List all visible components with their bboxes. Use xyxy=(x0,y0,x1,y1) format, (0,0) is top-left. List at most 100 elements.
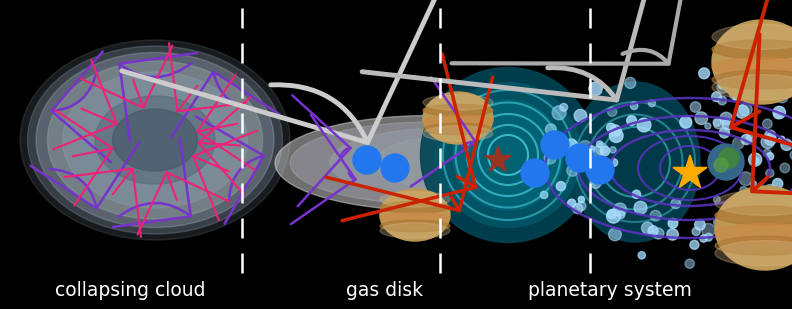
Circle shape xyxy=(353,146,381,174)
Circle shape xyxy=(772,179,782,189)
Circle shape xyxy=(556,182,565,191)
Ellipse shape xyxy=(712,20,792,104)
Circle shape xyxy=(546,124,556,135)
Circle shape xyxy=(634,201,647,214)
Circle shape xyxy=(729,88,741,100)
Ellipse shape xyxy=(380,201,450,213)
Ellipse shape xyxy=(36,53,274,227)
Ellipse shape xyxy=(112,109,197,171)
Circle shape xyxy=(741,134,752,145)
Ellipse shape xyxy=(380,189,450,241)
Circle shape xyxy=(568,199,576,207)
Circle shape xyxy=(650,210,661,221)
Circle shape xyxy=(671,199,680,209)
Circle shape xyxy=(625,78,636,88)
Circle shape xyxy=(702,223,715,237)
Circle shape xyxy=(626,116,637,125)
Ellipse shape xyxy=(95,96,215,184)
Ellipse shape xyxy=(380,223,450,239)
Circle shape xyxy=(596,143,607,155)
Circle shape xyxy=(741,206,750,215)
Circle shape xyxy=(736,237,745,247)
Circle shape xyxy=(714,158,728,172)
Circle shape xyxy=(596,141,603,147)
Circle shape xyxy=(607,209,620,223)
Ellipse shape xyxy=(375,136,535,191)
Circle shape xyxy=(632,190,641,198)
Circle shape xyxy=(695,219,705,230)
Circle shape xyxy=(722,119,733,130)
Circle shape xyxy=(773,106,786,119)
Ellipse shape xyxy=(380,220,450,232)
Circle shape xyxy=(637,118,651,132)
Circle shape xyxy=(607,107,617,116)
Circle shape xyxy=(630,102,638,109)
Ellipse shape xyxy=(423,95,493,110)
Ellipse shape xyxy=(275,116,585,210)
Circle shape xyxy=(649,100,656,107)
Circle shape xyxy=(685,259,695,269)
Circle shape xyxy=(718,96,726,105)
Circle shape xyxy=(779,207,788,215)
Ellipse shape xyxy=(715,190,792,215)
Circle shape xyxy=(690,240,699,249)
Circle shape xyxy=(736,105,748,118)
Circle shape xyxy=(748,230,760,243)
Circle shape xyxy=(567,165,578,176)
Circle shape xyxy=(747,133,756,142)
Circle shape xyxy=(766,169,774,177)
Circle shape xyxy=(717,226,724,233)
Circle shape xyxy=(566,144,594,172)
Ellipse shape xyxy=(63,72,247,208)
Ellipse shape xyxy=(712,40,792,59)
Circle shape xyxy=(607,123,615,132)
Ellipse shape xyxy=(290,122,570,204)
Circle shape xyxy=(719,148,739,168)
Ellipse shape xyxy=(715,224,792,243)
Circle shape xyxy=(573,204,583,214)
Circle shape xyxy=(589,82,602,95)
Circle shape xyxy=(714,218,722,226)
Circle shape xyxy=(713,118,721,126)
Circle shape xyxy=(780,234,790,244)
Circle shape xyxy=(565,139,577,152)
Circle shape xyxy=(717,82,729,93)
Circle shape xyxy=(780,163,790,173)
Ellipse shape xyxy=(715,241,792,266)
Circle shape xyxy=(764,195,771,202)
Circle shape xyxy=(692,227,700,235)
Ellipse shape xyxy=(715,236,792,255)
Ellipse shape xyxy=(436,83,581,227)
Circle shape xyxy=(579,141,592,154)
Circle shape xyxy=(739,172,752,185)
Circle shape xyxy=(712,92,722,102)
Text: planetary system: planetary system xyxy=(528,281,691,300)
Circle shape xyxy=(600,146,610,156)
Circle shape xyxy=(590,177,601,188)
Ellipse shape xyxy=(715,186,792,270)
Circle shape xyxy=(786,216,792,230)
Circle shape xyxy=(786,205,792,215)
Ellipse shape xyxy=(712,74,792,100)
Ellipse shape xyxy=(423,126,493,142)
Circle shape xyxy=(714,119,724,129)
Circle shape xyxy=(521,159,549,187)
Ellipse shape xyxy=(712,70,792,89)
Circle shape xyxy=(776,91,788,103)
Ellipse shape xyxy=(715,206,792,225)
Circle shape xyxy=(736,198,748,209)
Circle shape xyxy=(610,159,618,167)
Circle shape xyxy=(764,184,776,197)
Circle shape xyxy=(574,109,587,122)
Circle shape xyxy=(740,186,747,194)
Polygon shape xyxy=(673,155,707,188)
Circle shape xyxy=(705,233,713,241)
Ellipse shape xyxy=(380,192,450,207)
Circle shape xyxy=(586,156,614,184)
Circle shape xyxy=(748,153,762,166)
Circle shape xyxy=(781,139,792,150)
Circle shape xyxy=(578,196,584,203)
Ellipse shape xyxy=(330,128,560,198)
Ellipse shape xyxy=(712,24,792,49)
Circle shape xyxy=(764,133,776,145)
